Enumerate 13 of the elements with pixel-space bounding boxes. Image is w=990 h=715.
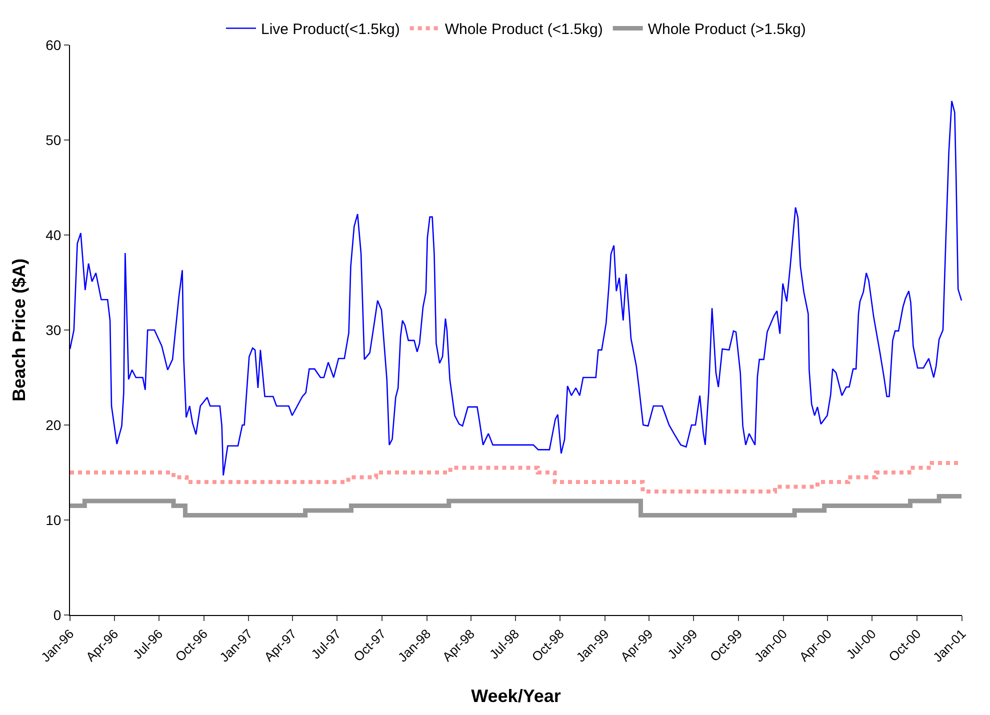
y-tick-label: 20: [46, 416, 62, 433]
y-tick-label: 10: [46, 512, 62, 528]
line-series: [70, 100, 962, 476]
y-tick-label: 30: [46, 322, 62, 338]
y-tick-label: 50: [46, 132, 62, 148]
legend-label: Whole Product (>1.5kg): [648, 21, 806, 38]
y-tick-label: 0: [53, 606, 62, 623]
x-axis-title: Week/Year: [471, 686, 561, 706]
legend-label: Live Product(<1.5kg): [261, 21, 400, 38]
y-tick-label: 40: [46, 226, 62, 243]
legend-label: Whole Product (<1.5kg): [444, 21, 603, 38]
y-tick-label: 60: [46, 36, 62, 53]
y-axis-title: Beach Price ($A): [8, 258, 29, 402]
